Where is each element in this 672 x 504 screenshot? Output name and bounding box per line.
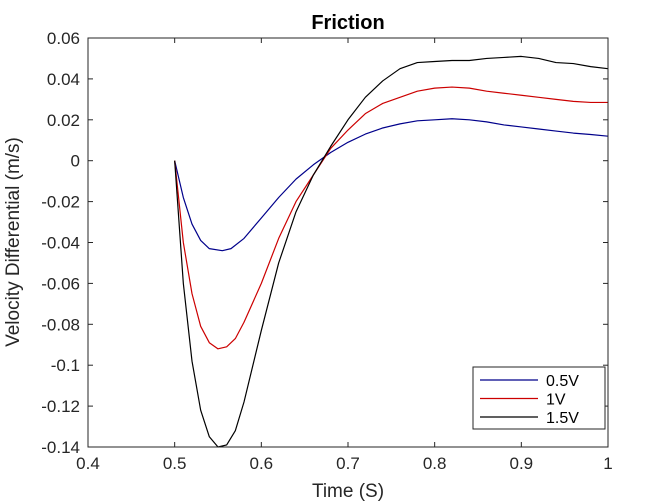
- axes: 0.4 0.5 0.6 0.7 0.8 0.9 1 0.06 0.04 0.02 0 -0.02 -0.…: [41, 29, 612, 473]
- x-tick-label: 0.6: [250, 454, 274, 473]
- y-tick-label: 0.02: [47, 111, 80, 130]
- y-tick-label: -0.06: [41, 274, 80, 293]
- series-line-0: [174, 118, 609, 252]
- legend-label-1: 1V: [546, 392, 566, 409]
- y-tick-label: -0.02: [41, 193, 80, 212]
- legend-label-0: 0.5V: [546, 373, 579, 390]
- x-tick-label: 0.4: [76, 454, 100, 473]
- x-tick-label: 0.8: [423, 454, 447, 473]
- y-tick-label: -0.1: [51, 356, 80, 375]
- y-tick-label: -0.08: [41, 315, 80, 334]
- series-line-2: [174, 55, 609, 448]
- y-tick-label: 0.04: [47, 70, 80, 89]
- y-tick-label: -0.12: [41, 397, 80, 416]
- chart-title: Friction: [311, 12, 384, 34]
- x-tick-label: 0.9: [510, 454, 534, 473]
- y-tick-label: -0.04: [41, 234, 80, 253]
- x-axis-label: Time (S): [312, 481, 384, 502]
- series-line-1: [174, 86, 608, 350]
- x-tick-label: 1: [603, 454, 612, 473]
- y-axis-label: Velocity Differential (m/s): [3, 137, 24, 347]
- y-tick-label: -0.14: [41, 438, 80, 457]
- legend-label-2: 1.5V: [546, 410, 579, 427]
- legend: 0.5V 1V1.5V: [472, 366, 606, 430]
- y-tick-label: 0: [71, 152, 80, 171]
- data-lines: [174, 55, 609, 448]
- x-tick-label: 0.7: [336, 454, 360, 473]
- y-tick-label: 0.06: [47, 29, 80, 48]
- x-tick-label: 0.5: [163, 454, 187, 473]
